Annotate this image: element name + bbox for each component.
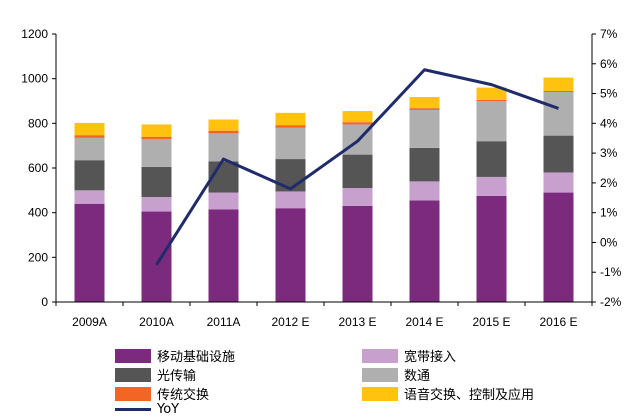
chart-svg: 0 200 400 600 800 1000 1200 -2% -1% 0% 1% 2% 3% 4% 5% 6… — [21, 27, 621, 329]
legend-item-mobile: 移动基础设施 — [115, 346, 235, 365]
right-tick-label: 0% — [600, 235, 618, 249]
bar-segment — [74, 135, 105, 138]
legend-item-yoy: YoY — [115, 402, 179, 417]
x-tick-label: 2010A — [139, 315, 174, 329]
legend-label: 宽带接入 — [404, 350, 457, 365]
legend-swatch — [362, 386, 398, 401]
left-tick-label: 800 — [28, 116, 48, 130]
legend: 移动基础设施 光传输 传统交换 YoY 宽带接入 数通 语音交换、控制及应用 — [0, 340, 637, 418]
bar-segment — [342, 111, 373, 123]
bar-segment — [208, 130, 239, 134]
bar-segment — [409, 181, 440, 201]
bar-segment — [409, 200, 440, 302]
bar-segment — [275, 159, 306, 192]
left-tick-label: 0 — [41, 295, 48, 309]
legend-label: 光传输 — [157, 369, 197, 384]
bar-segment — [476, 176, 507, 196]
legend-item-legacy: 传统交换 — [115, 384, 209, 403]
right-tick-label: -2% — [600, 295, 622, 309]
bar-segment — [342, 154, 373, 189]
bar-segment — [141, 124, 172, 137]
left-tick-label: 1200 — [21, 27, 48, 41]
x-tick-label: 2014 E — [405, 315, 443, 329]
legend-label: 数通 — [404, 369, 431, 384]
bar-segment — [476, 195, 507, 302]
left-tick-label: 600 — [28, 161, 48, 175]
left-tick-label: 200 — [28, 250, 48, 264]
bar-segment — [342, 122, 373, 125]
legend-swatch — [115, 367, 151, 382]
legend-label: 传统交换 — [157, 388, 210, 403]
bar-segment — [208, 192, 239, 210]
right-tick-label: 2% — [600, 176, 618, 190]
x-tick-label: 2009A — [72, 315, 107, 329]
bar-segment — [409, 109, 440, 148]
bars-layer — [74, 77, 574, 302]
bar-segment — [476, 87, 507, 100]
bar-segment — [74, 190, 105, 204]
right-tick-label: 6% — [600, 57, 618, 71]
legend-line-swatch — [115, 408, 151, 411]
legend-item-voice: 语音交换、控制及应用 — [362, 384, 534, 403]
legend-item-broadband: 宽带接入 — [362, 346, 456, 365]
left-tick-label: 400 — [28, 206, 48, 220]
bar-segment — [141, 211, 172, 302]
right-tick-label: 3% — [600, 146, 618, 160]
bar-segment — [275, 125, 306, 128]
right-tick-label: 7% — [600, 27, 618, 41]
legend-label: 语音交换、控制及应用 — [404, 388, 535, 403]
legend-swatch — [362, 348, 398, 363]
bar-segment — [409, 147, 440, 182]
bar-segment — [476, 101, 507, 142]
legend-swatch — [115, 386, 151, 401]
bar-segment — [409, 96, 440, 109]
bar-segment — [476, 99, 507, 101]
bar-segment — [275, 127, 306, 160]
x-tick-label: 2013 E — [338, 315, 376, 329]
legend-label: YoY — [157, 402, 180, 417]
bar-segment — [543, 90, 574, 93]
bar-segment — [543, 77, 574, 91]
x-tick-label: 2015 E — [472, 315, 510, 329]
right-tick-label: 4% — [600, 116, 618, 130]
x-tick-label: 2011A — [207, 315, 241, 329]
bar-segment — [476, 141, 507, 177]
legend-item-optical: 光传输 — [115, 365, 196, 384]
bar-segment — [141, 197, 172, 212]
bar-segment — [141, 138, 172, 167]
legend-label: 移动基础设施 — [157, 350, 236, 365]
bar-segment — [543, 92, 574, 136]
bar-segment — [543, 172, 574, 193]
legend-swatch — [362, 367, 398, 382]
yoy-line-layer — [155, 68, 560, 266]
bar-segment — [141, 166, 172, 198]
bar-segment — [208, 133, 239, 162]
bar-segment — [74, 203, 105, 302]
x-tick-label: 2012 E — [271, 315, 309, 329]
bar-segment — [543, 192, 574, 302]
bar-segment — [208, 119, 239, 131]
bar-segment — [342, 205, 373, 302]
axes-layer: 0 200 400 600 800 1000 1200 -2% -1% 0% 1% 2% 3% 4% 5% 6… — [21, 27, 621, 329]
bar-segment — [409, 108, 440, 110]
legend-swatch — [115, 348, 151, 363]
bar-segment — [275, 112, 306, 126]
yoy-line — [155, 68, 560, 266]
bar-segment — [275, 208, 306, 302]
left-tick-label: 1000 — [21, 72, 48, 86]
bar-segment — [275, 191, 306, 209]
bar-segment — [74, 160, 105, 191]
bar-segment — [208, 209, 239, 302]
bar-segment — [74, 137, 105, 161]
legend-item-datacom: 数通 — [362, 365, 430, 384]
bar-segment — [543, 135, 574, 173]
x-tick-label: 2016 E — [539, 315, 577, 329]
right-tick-label: 5% — [600, 87, 618, 101]
bar-segment — [342, 188, 373, 206]
bar-segment — [74, 122, 105, 136]
right-tick-label: -1% — [600, 265, 622, 279]
right-tick-label: 1% — [600, 206, 618, 220]
bar-segment — [141, 136, 172, 139]
